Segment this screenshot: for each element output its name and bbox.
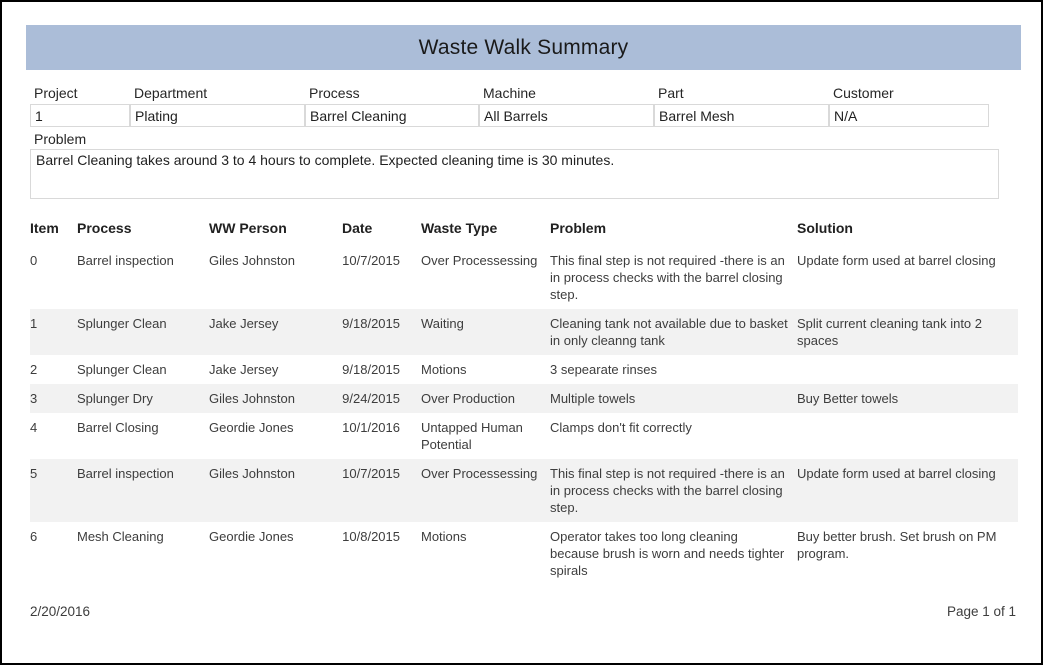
cell-solution: Buy better brush. Set brush on PM progra…	[797, 529, 997, 561]
cell-problem: Cleaning tank not available due to baske…	[550, 316, 788, 348]
table-row: 3 Splunger Dry Giles Johnston 9/24/2015 Over…	[30, 384, 1018, 413]
waste-walk-table: Item Process WW Person Date Waste Type Proble…	[30, 214, 1018, 585]
cell-solution	[797, 413, 1018, 459]
field-label-customer: Customer	[833, 85, 894, 101]
field-label-part: Part	[658, 85, 684, 101]
field-value-part: Barrel Mesh	[654, 104, 829, 127]
cell-item: 1	[30, 316, 38, 331]
field-label-machine: Machine	[483, 85, 536, 101]
cell-date: 10/1/2016	[342, 420, 400, 435]
field-value-project: 1	[30, 104, 130, 127]
field-project: Project 1	[30, 85, 130, 127]
cell-item: 6	[30, 529, 38, 544]
cell-ww-person: Giles Johnston	[209, 253, 295, 268]
cell-problem: Multiple towels	[550, 391, 636, 406]
cell-ww-person: Giles Johnston	[209, 466, 295, 481]
table-row: 0 Barrel inspection Giles Johnston 10/7/201…	[30, 246, 1018, 309]
field-value-machine: All Barrels	[479, 104, 654, 127]
cell-process: Splunger Clean	[77, 362, 167, 377]
cell-date: 10/7/2015	[342, 253, 400, 268]
cell-waste-type: Waiting	[421, 316, 464, 331]
cell-waste-type: Over Processessing	[421, 466, 538, 481]
cell-ww-person: Geordie Jones	[209, 529, 294, 544]
field-label-project: Project	[34, 85, 78, 101]
field-machine: Machine All Barrels	[479, 85, 654, 127]
field-customer: Customer N/A	[829, 85, 989, 127]
field-label-process: Process	[309, 85, 360, 101]
table-row: 6 Mesh Cleaning Geordie Jones 10/8/2015 Moti…	[30, 522, 1018, 585]
cell-process: Splunger Clean	[77, 316, 167, 331]
cell-ww-person: Jake Jersey	[209, 362, 279, 377]
cell-item: 5	[30, 466, 38, 481]
cell-ww-person: Geordie Jones	[209, 420, 294, 435]
table-header-row: Item Process WW Person Date Waste Type Proble…	[30, 214, 1018, 246]
cell-date: 9/18/2015	[342, 316, 400, 331]
cell-process: Splunger Dry	[77, 391, 153, 406]
cell-date: 10/7/2015	[342, 466, 400, 481]
cell-solution: Split current cleaning tank into 2 space…	[797, 316, 982, 348]
cell-process: Barrel Closing	[77, 420, 159, 435]
column-header-solution: Solution	[797, 220, 853, 236]
cell-process: Barrel inspection	[77, 253, 174, 268]
cell-waste-type: Over Processessing	[421, 253, 538, 268]
table-row: 5 Barrel inspection Giles Johnston 10/7/201…	[30, 459, 1018, 522]
column-header-date: Date	[342, 220, 373, 236]
cell-item: 2	[30, 362, 38, 377]
cell-problem: Clamps don't fit correctly	[550, 420, 692, 435]
field-value-department: Plating	[130, 104, 305, 127]
column-header-waste-type: Waste Type	[421, 220, 498, 236]
cell-ww-person: Jake Jersey	[209, 316, 279, 331]
problem-field-label: Problem	[34, 131, 87, 147]
column-header-item: Item	[30, 220, 59, 236]
cell-process: Mesh Cleaning	[77, 529, 164, 544]
cell-solution: Update form used at barrel closing	[797, 466, 996, 481]
table-row: 4 Barrel Closing Geordie Jones 10/1/2016 Unt…	[30, 413, 1018, 459]
cell-date: 10/8/2015	[342, 529, 400, 544]
column-header-ww-person: WW Person	[209, 220, 287, 236]
field-department: Department Plating	[130, 85, 305, 127]
page-title: Waste Walk Summary	[418, 35, 629, 59]
cell-ww-person: Giles Johnston	[209, 391, 295, 406]
field-part: Part Barrel Mesh	[654, 85, 829, 127]
cell-item: 0	[30, 253, 38, 268]
cell-problem: This final step is not required -there i…	[550, 253, 785, 302]
cell-item: 3	[30, 391, 38, 406]
footer-page-number: Page 1 of 1	[946, 604, 1016, 619]
field-value-customer: N/A	[829, 104, 989, 127]
cell-date: 9/18/2015	[342, 362, 400, 377]
cell-solution: Update form used at barrel closing	[797, 253, 996, 268]
cell-process: Barrel inspection	[77, 466, 174, 481]
problem-field-value: Barrel Cleaning takes around 3 to 4 hour…	[30, 149, 999, 199]
cell-problem: This final step is not required -there i…	[550, 466, 785, 515]
footer-date: 2/20/2016	[30, 604, 91, 619]
report-title-banner: Waste Walk Summary	[26, 25, 1021, 70]
column-header-problem: Problem	[550, 220, 607, 236]
column-header-process: Process	[77, 220, 132, 236]
cell-item: 4	[30, 420, 38, 435]
cell-problem: Operator takes too long cleaning because…	[550, 529, 785, 578]
field-process: Process Barrel Cleaning	[305, 85, 479, 127]
table-row: 1 Splunger Clean Jake Jersey 9/18/2015 Waiti…	[30, 309, 1018, 355]
table-row: 2 Splunger Clean Jake Jersey 9/18/2015 Motio…	[30, 355, 1018, 384]
cell-problem: 3 sepearate rinses	[550, 362, 657, 377]
cell-waste-type: Motions	[421, 362, 467, 377]
field-label-department: Department	[134, 85, 208, 101]
cell-waste-type: Motions	[421, 529, 467, 544]
cell-date: 9/24/2015	[342, 391, 400, 406]
cell-solution: Buy Better towels	[797, 391, 899, 406]
cell-waste-type: Over Production	[421, 391, 515, 406]
cell-solution	[797, 355, 1018, 384]
cell-waste-type: Untapped Human Potential	[421, 420, 523, 452]
field-value-process: Barrel Cleaning	[305, 104, 479, 127]
